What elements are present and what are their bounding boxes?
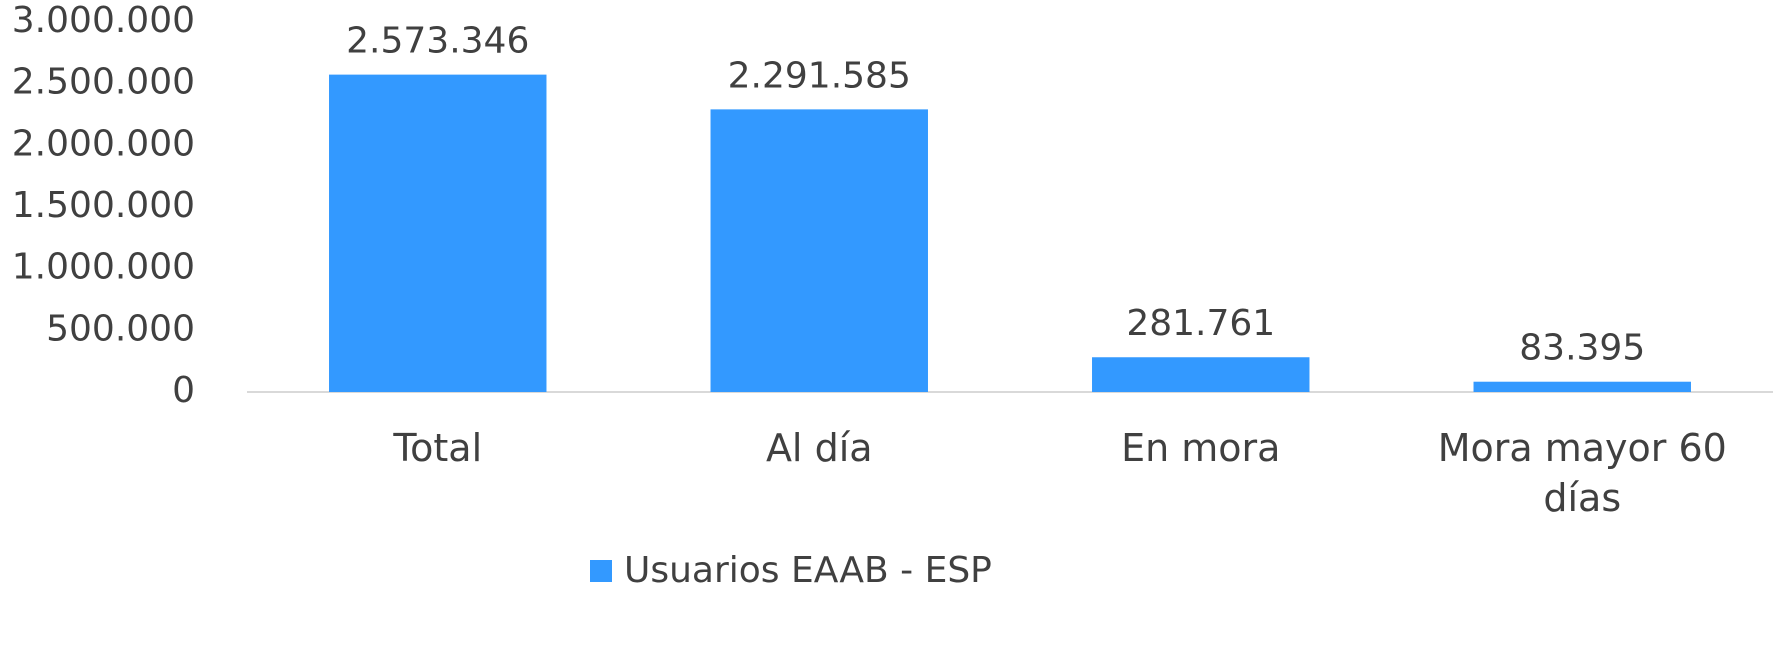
data-label: 2.573.346 — [346, 21, 529, 62]
bar — [1092, 357, 1310, 392]
legend-swatch — [590, 560, 612, 582]
data-label: 83.395 — [1519, 328, 1645, 369]
y-tick-label: 1.500.000 — [12, 185, 195, 226]
legend-label: Usuarios EAAB - ESP — [624, 550, 992, 591]
bar — [329, 74, 547, 392]
y-tick-label: 2.000.000 — [12, 123, 195, 164]
y-tick-label: 2.500.000 — [12, 62, 195, 103]
x-tick-label: Al día — [765, 426, 873, 470]
x-tick-label: Mora mayor 60 días — [1437, 426, 1727, 520]
x-tick-label: Total — [393, 426, 483, 470]
y-tick-label: 3.000.000 — [12, 0, 195, 41]
data-label: 2.291.585 — [728, 55, 911, 96]
x-tick-label: En mora — [1121, 426, 1281, 470]
y-tick-label: 1.000.000 — [12, 247, 195, 288]
data-label: 281.761 — [1126, 303, 1275, 344]
y-tick-label: 500.000 — [46, 308, 195, 349]
bar — [1473, 381, 1691, 392]
y-tick-label: 0 — [172, 370, 195, 411]
bar — [710, 109, 928, 392]
